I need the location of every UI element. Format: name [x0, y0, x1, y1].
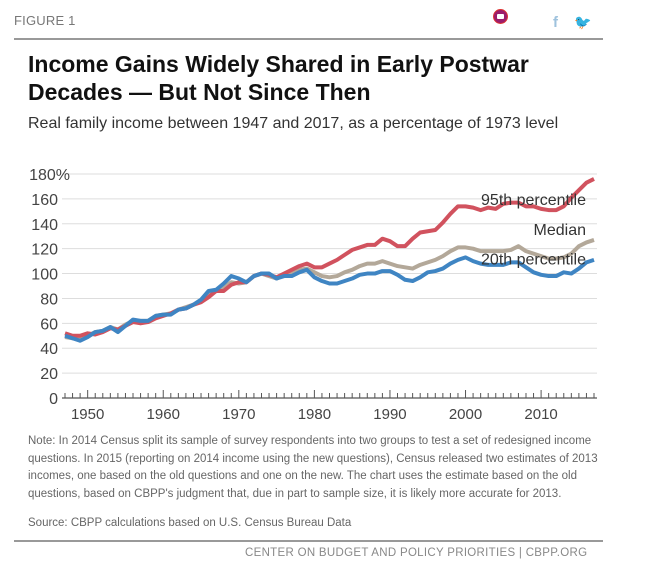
figure-label: FIGURE 1 — [14, 13, 76, 28]
chart-source: Source: CBPP calculations based on U.S. … — [28, 517, 352, 529]
y-tick-label: 140 — [31, 217, 58, 234]
footer-credit: CENTER ON BUDGET AND POLICY PRIORITIES |… — [245, 547, 588, 559]
series-label: Median — [534, 222, 586, 239]
bookmark-icon[interactable] — [493, 9, 508, 24]
series-label: 20th percentile — [481, 252, 586, 269]
x-tick-label: 2000 — [449, 406, 482, 423]
y-tick-label: 160 — [31, 192, 58, 209]
y-tick-label: 0 — [49, 391, 58, 408]
chart-note: Note: In 2014 Census split its sample of… — [28, 435, 598, 500]
y-tick-label: 40 — [40, 341, 58, 358]
chart-title: Income Gains Widely Shared in Early Post… — [28, 51, 529, 105]
x-tick-label: 1950 — [71, 406, 104, 423]
twitter-icon[interactable]: 🐦 — [574, 14, 592, 30]
y-tick-label: 100 — [31, 267, 58, 284]
chart-subtitle: Real family income between 1947 and 2017… — [28, 115, 559, 132]
y-tick-label: 180% — [29, 167, 70, 184]
x-tick-label: 1960 — [147, 406, 180, 423]
y-tick-label: 120 — [31, 242, 58, 259]
x-tick-label: 1980 — [298, 406, 331, 423]
x-tick-label: 1970 — [222, 406, 255, 423]
line-chart: 0 20 40 60 80 100 120 140 160 180% 1950 1960 1970 198… — [29, 167, 597, 423]
x-tick-label: 2010 — [524, 406, 557, 423]
series-line-20th-percentile — [64, 255, 595, 343]
x-tick-label: 1990 — [373, 406, 406, 423]
y-tick-label: 60 — [40, 316, 58, 333]
series-label: 95th percentile — [481, 192, 586, 209]
divider — [14, 540, 603, 542]
y-tick-label: 20 — [40, 366, 58, 383]
divider — [14, 38, 603, 40]
y-tick-label: 80 — [40, 291, 58, 308]
facebook-icon[interactable]: f — [553, 14, 558, 31]
